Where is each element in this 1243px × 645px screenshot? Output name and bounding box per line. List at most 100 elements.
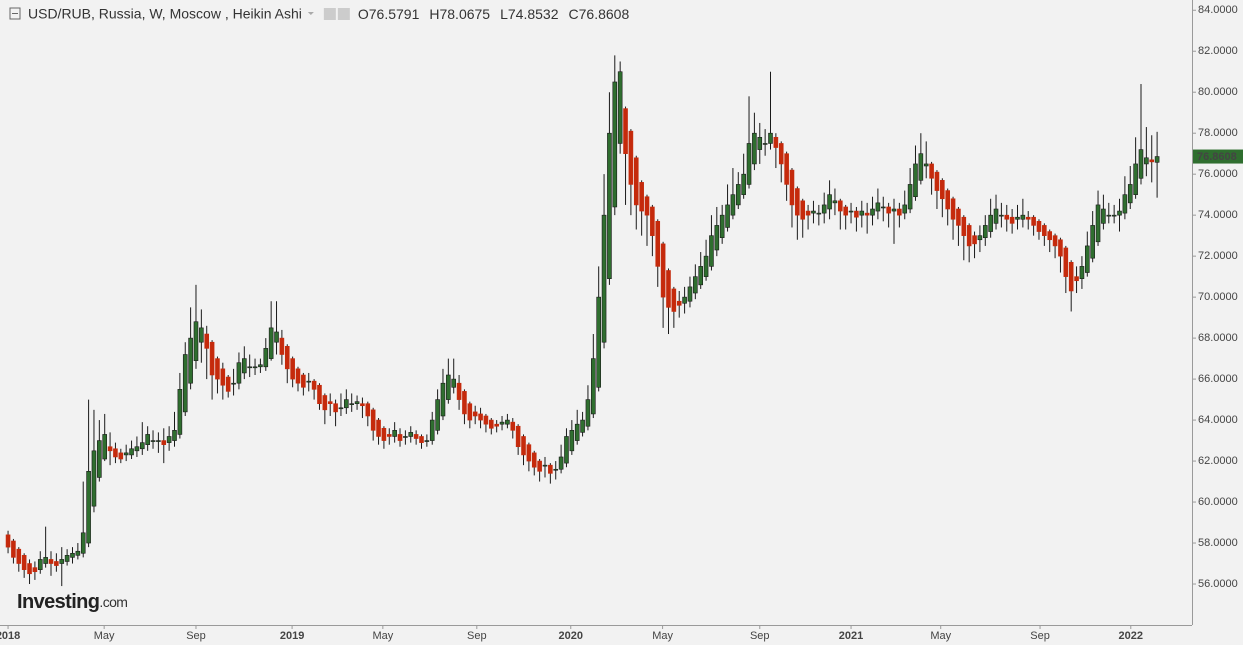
candle-body (1042, 225, 1047, 236)
candle-body (435, 399, 440, 431)
candle-body (666, 270, 671, 308)
candle-body (494, 423, 499, 427)
candle-body (521, 436, 526, 456)
candle-body (617, 71, 623, 144)
candle-body (719, 214, 725, 239)
candle-body (1138, 149, 1144, 179)
candle-body (757, 136, 763, 150)
candle-body (977, 235, 983, 241)
candle-body (676, 300, 682, 306)
candle-body (11, 540, 16, 558)
candle-body (864, 212, 870, 216)
candle-body (988, 214, 993, 232)
candle-body (161, 440, 167, 445)
collapse-icon[interactable] (9, 7, 21, 20)
candle-body (982, 225, 988, 239)
candle-body (220, 368, 226, 386)
candle-body (333, 403, 338, 413)
candle-body (467, 403, 473, 421)
candle-body (633, 157, 639, 206)
candle-body (816, 212, 822, 215)
x-tick-label: Sep (750, 630, 770, 642)
candle-body (295, 368, 301, 384)
candle-body (413, 434, 419, 439)
candle-body (811, 210, 816, 214)
candle-body (338, 407, 344, 410)
candle-body (537, 460, 542, 472)
candle-body (242, 358, 247, 374)
candle-body (607, 132, 612, 279)
candle-body (1025, 216, 1031, 220)
y-tick-label: 80.0000 (1198, 86, 1238, 98)
ohlc-prefix: O (358, 6, 369, 22)
ohlc-value: 78.0675 (439, 6, 490, 22)
candle-body (268, 327, 274, 359)
candle-body (451, 378, 457, 388)
close-icon[interactable] (337, 8, 350, 20)
x-tick-label: 2018 (0, 630, 20, 642)
candle-body (553, 468, 559, 471)
candle-body (134, 446, 140, 452)
candle-body (784, 153, 789, 185)
candle-body (376, 419, 381, 437)
candle-body (199, 327, 204, 343)
candle-body (301, 374, 306, 388)
candle-body (279, 337, 285, 355)
x-tick-label: May (930, 630, 951, 642)
candle-body (150, 440, 156, 442)
candle-body (499, 421, 505, 425)
candle-body (795, 188, 800, 216)
candle-body (408, 432, 414, 437)
candle-body (488, 419, 494, 429)
candle-body (70, 552, 75, 558)
candle-body (709, 235, 714, 267)
y-tick-label: 78.0000 (1198, 127, 1238, 139)
candle-body (875, 202, 881, 212)
candle-body (907, 184, 913, 210)
candle-body (123, 452, 129, 456)
candle-body (5, 534, 11, 548)
candle-body (1063, 247, 1069, 277)
candle-body (644, 196, 650, 216)
candle-body (832, 200, 838, 204)
candle-body (1106, 214, 1112, 217)
candle-body (671, 288, 677, 312)
candle-body (403, 436, 408, 438)
candle-body (478, 413, 483, 421)
candle-body (580, 419, 585, 433)
y-tick-label: 82.0000 (1198, 45, 1238, 57)
y-tick-label: 68.0000 (1198, 332, 1238, 344)
candle-body (64, 555, 70, 562)
candle-body (392, 430, 397, 437)
ohlc-readout: O76.5791 H78.0675 L74.8532 C76.8608 (358, 6, 630, 22)
candle-body (32, 567, 38, 573)
candle-body (1090, 225, 1095, 259)
ohlc-prefix: H (429, 6, 439, 22)
candle-body (591, 358, 596, 415)
dropdown-arrow[interactable] (307, 12, 314, 15)
ohlc-value: 76.8608 (579, 6, 630, 22)
candle-body (397, 434, 403, 441)
candle-body (843, 206, 848, 216)
ohlc-prefix: L (500, 6, 508, 22)
candle-body (37, 559, 43, 570)
candle-body (274, 331, 279, 343)
candle-body (177, 389, 183, 435)
x-tick-label: 2020 (559, 630, 583, 642)
candle-body (714, 225, 720, 251)
candle-body (918, 153, 924, 181)
candle-body (612, 81, 618, 208)
candle-body (564, 436, 569, 464)
candle-body (1031, 216, 1036, 226)
candle-body (891, 208, 897, 212)
settings-icon[interactable] (323, 8, 336, 20)
candle-body (623, 108, 628, 154)
candle-body (456, 382, 462, 400)
candle-body (429, 419, 435, 441)
candle-body (961, 216, 967, 236)
candle-body (752, 132, 757, 165)
candle-body (236, 362, 242, 384)
candle-body (569, 430, 575, 452)
candle-body (800, 200, 806, 220)
